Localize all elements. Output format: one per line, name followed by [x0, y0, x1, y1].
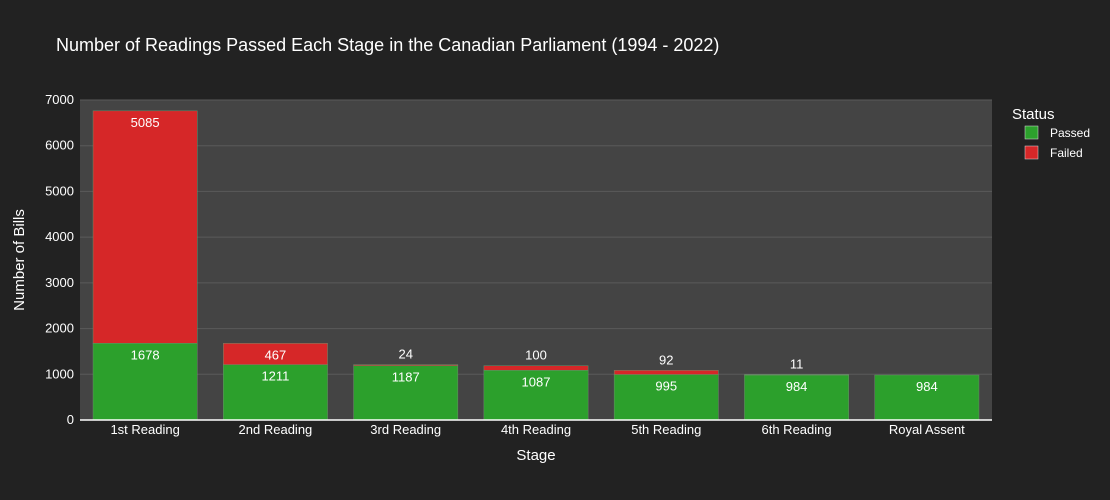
bar-failed-4[interactable]: [483, 365, 589, 371]
data-label-failed: 5085: [131, 115, 160, 130]
data-label-passed: 1211: [261, 369, 289, 384]
bar-passed-7[interactable]: [874, 374, 980, 421]
legend-label-passed[interactable]: Passed: [1050, 126, 1090, 140]
y-axis-ticks: 0 1000 2000 3000 4000 5000 6000 7000: [45, 92, 74, 427]
y-axis-title: Number of Bills: [11, 209, 28, 311]
chart-title: Number of Readings Passed Each Stage in …: [56, 35, 719, 55]
bar-failed-6[interactable]: [744, 374, 849, 376]
bar-failed-2[interactable]: [223, 343, 328, 365]
data-label-passed: 984: [916, 379, 938, 394]
y-tick-label: 4000: [45, 229, 74, 244]
bar-failed-1[interactable]: [92, 110, 198, 344]
legend-label-failed[interactable]: Failed: [1050, 146, 1083, 160]
x-tick-label: 2nd Reading: [239, 422, 313, 437]
legend-title: Status: [1012, 106, 1055, 123]
data-label-passed: 1087: [522, 374, 551, 389]
data-label-failed: 24: [398, 347, 412, 362]
bars: [92, 110, 980, 421]
data-label-passed: 1187: [392, 370, 420, 385]
x-tick-label: 6th Reading: [762, 422, 832, 437]
legend: Status Passed Failed: [1012, 106, 1090, 160]
bar-passed-2[interactable]: [223, 364, 328, 421]
legend-swatch-passed[interactable]: [1024, 125, 1039, 140]
data-label-failed: 11: [790, 357, 804, 372]
data-label-failed: 467: [265, 347, 287, 362]
x-axis-ticks: 1st Reading 2nd Reading 3rd Reading 4th Rea…: [110, 422, 965, 437]
y-tick-label: 5000: [45, 183, 74, 198]
x-tick-label: 3rd Reading: [370, 422, 441, 437]
y-tick-label: 0: [67, 412, 74, 427]
y-tick-label: 6000: [45, 138, 74, 153]
data-label-failed: 92: [659, 352, 673, 367]
x-tick-label: 4th Reading: [501, 422, 571, 437]
bar-passed-3[interactable]: [353, 365, 459, 421]
data-labels: 1678 5085 1211 467 1187 24 1087 100 995 92 984 11 98…: [131, 115, 938, 394]
y-tick-label: 2000: [45, 321, 74, 336]
data-label-passed: 1678: [131, 347, 160, 362]
x-tick-label: 1st Reading: [110, 422, 179, 437]
x-axis-title: Stage: [516, 447, 555, 464]
legend-swatch-failed[interactable]: [1024, 145, 1039, 160]
y-tick-label: 3000: [45, 275, 74, 290]
bar-failed-5[interactable]: [613, 370, 719, 375]
y-tick-label: 1000: [45, 366, 74, 381]
x-tick-label: 5th Reading: [631, 422, 701, 437]
data-label-passed: 984: [786, 379, 808, 394]
data-label-passed: 995: [655, 379, 677, 394]
x-tick-label: Royal Assent: [889, 422, 965, 437]
bar-passed-6[interactable]: [744, 374, 849, 421]
data-label-failed: 100: [525, 348, 547, 363]
bar-passed-1[interactable]: [92, 343, 198, 421]
bar-failed-3[interactable]: [353, 364, 459, 366]
y-tick-label: 7000: [45, 92, 74, 107]
